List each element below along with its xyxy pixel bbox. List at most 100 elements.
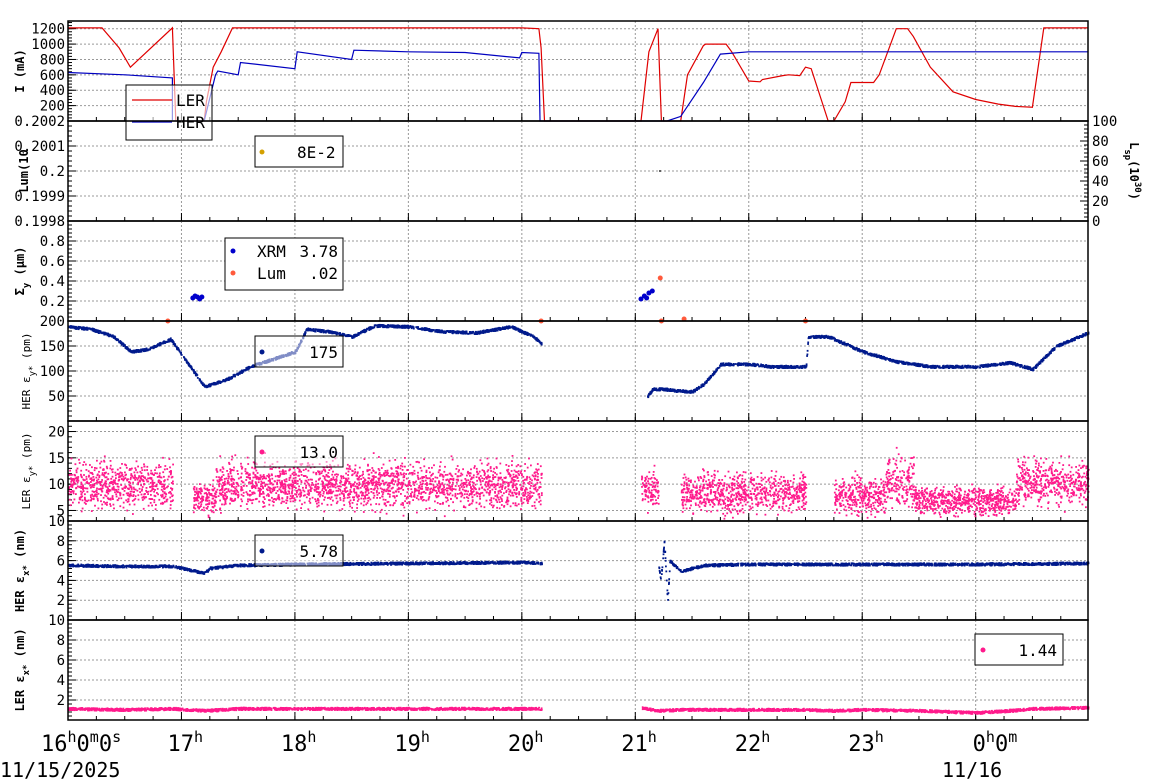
- legend-label-her: HER: [176, 113, 205, 132]
- data-point: [171, 495, 173, 498]
- data-point: [719, 365, 722, 367]
- data-point: [291, 487, 294, 490]
- data-point: [512, 325, 514, 328]
- y-tick-label: 15: [48, 451, 65, 467]
- data-point: [101, 331, 104, 334]
- data-point: [1027, 365, 1030, 368]
- data-point: [146, 469, 148, 471]
- data-point: [198, 488, 201, 490]
- data-point: [245, 367, 248, 369]
- data-point: [677, 389, 679, 391]
- data-point: [146, 480, 149, 483]
- data-point: [208, 503, 210, 505]
- data-point: [216, 488, 219, 491]
- data-point: [87, 499, 90, 502]
- data-point: [111, 475, 114, 478]
- data-point: [654, 387, 657, 390]
- data-point: [172, 343, 175, 345]
- data-point: [335, 331, 337, 334]
- data-point: [815, 334, 818, 337]
- data-point: [78, 496, 81, 499]
- data-point: [107, 490, 110, 493]
- data-point: [227, 473, 230, 475]
- data-point: [70, 491, 72, 494]
- data-point: [1061, 342, 1064, 345]
- data-point: [441, 473, 444, 476]
- data-point: [143, 497, 146, 500]
- data-point: [513, 469, 516, 472]
- data-point: [125, 348, 128, 350]
- data-point: [389, 493, 391, 496]
- data-point: [276, 497, 279, 500]
- data-point: [137, 465, 139, 468]
- data-point: [878, 354, 880, 357]
- data-point: [444, 330, 447, 333]
- data-point: [235, 488, 238, 491]
- data-point: [808, 336, 811, 338]
- data-point: [1003, 363, 1006, 366]
- data-point: [128, 495, 131, 498]
- data-point: [528, 496, 530, 499]
- data-point: [194, 499, 196, 501]
- data-point: [249, 478, 251, 480]
- data-point: [694, 389, 696, 392]
- data-point: [730, 364, 733, 367]
- data-point: [649, 392, 651, 395]
- data-point: [196, 377, 199, 379]
- data-point: [227, 379, 229, 381]
- data-point: [170, 500, 172, 503]
- data-point: [76, 478, 79, 481]
- data-point: [432, 486, 435, 489]
- data-point: [1045, 355, 1048, 358]
- data-point: [519, 484, 522, 486]
- data-point: [287, 484, 289, 486]
- data-point: [199, 483, 201, 485]
- data-point: [352, 496, 354, 499]
- data-point: [309, 466, 312, 469]
- y-axis-label: I (mA): [13, 49, 27, 92]
- data-point: [296, 491, 298, 494]
- data-point: [1029, 366, 1032, 369]
- data-point: [201, 508, 203, 511]
- data-point: [902, 363, 905, 365]
- y2-tick-label: 20: [1092, 194, 1109, 210]
- data-point: [122, 506, 125, 509]
- data-point: [457, 332, 460, 334]
- data-point: [508, 325, 511, 328]
- data-point: [92, 497, 95, 500]
- data-point: [246, 492, 249, 495]
- data-point: [98, 481, 101, 483]
- data-point: [667, 389, 669, 392]
- data-point: [1037, 362, 1040, 365]
- data-point: [716, 369, 718, 372]
- data-point: [378, 456, 380, 458]
- data-point: [687, 390, 690, 393]
- data-point: [197, 502, 200, 505]
- data-point: [648, 393, 651, 396]
- data-point: [132, 481, 134, 484]
- data-point: [1056, 344, 1058, 347]
- data-point: [704, 381, 707, 384]
- data-point: [103, 474, 106, 477]
- data-point: [148, 348, 150, 351]
- data-point: [200, 505, 202, 507]
- data-point: [101, 473, 104, 476]
- data-point: [132, 495, 134, 497]
- data-point: [922, 365, 924, 368]
- data-point: [125, 492, 128, 495]
- data-point: [193, 497, 196, 499]
- data-point: [249, 366, 252, 369]
- data-point: [156, 492, 158, 494]
- data-point: [209, 384, 212, 387]
- data-point: [78, 327, 81, 329]
- data-point: [1039, 362, 1042, 365]
- data-point: [207, 489, 210, 492]
- data-point: [459, 484, 462, 487]
- data-point: [214, 501, 217, 504]
- data-point: [213, 502, 216, 505]
- data-point: [207, 514, 210, 517]
- data-point: [883, 358, 886, 360]
- data-point: [89, 494, 92, 497]
- data-point: [217, 381, 220, 384]
- data-point: [317, 330, 319, 332]
